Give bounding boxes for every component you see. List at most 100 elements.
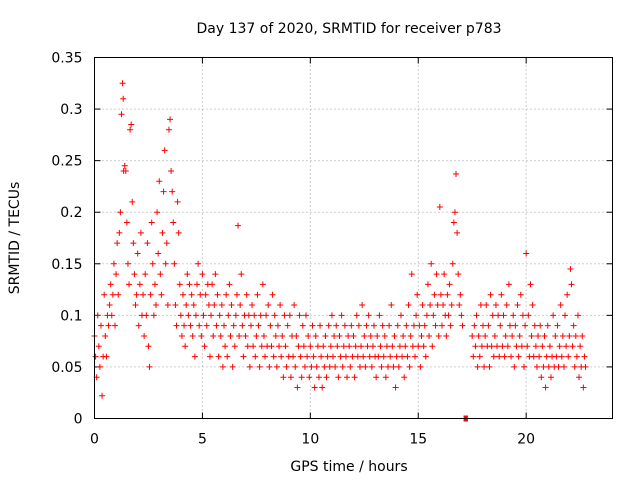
data-point — [159, 229, 166, 236]
data-point — [570, 322, 577, 329]
data-point — [450, 219, 457, 226]
data-point — [552, 332, 559, 339]
data-point — [422, 353, 429, 360]
data-point — [107, 281, 114, 288]
data-point — [195, 260, 202, 267]
x-tick-label: 20 — [517, 432, 535, 448]
data-point — [308, 363, 315, 370]
data-point — [210, 332, 217, 339]
data-point — [517, 291, 524, 298]
data-point — [176, 281, 183, 288]
data-point — [279, 332, 286, 339]
plot-frame — [94, 57, 613, 419]
data-point — [324, 353, 331, 360]
data-point — [183, 302, 190, 309]
data-point — [438, 322, 445, 329]
data-point — [516, 332, 523, 339]
data-point — [252, 353, 259, 360]
data-point — [292, 363, 299, 370]
data-point — [268, 343, 275, 350]
data-point — [476, 353, 483, 360]
data-point — [283, 363, 290, 370]
data-point — [576, 374, 583, 381]
x-tick-label: 10 — [301, 432, 319, 448]
data-point — [211, 302, 218, 309]
data-point — [178, 332, 185, 339]
data-point — [513, 343, 520, 350]
data-point — [287, 374, 294, 381]
data-point — [404, 353, 411, 360]
data-point — [144, 240, 151, 247]
data-point — [156, 178, 163, 185]
data-point — [175, 229, 182, 236]
data-point — [226, 281, 233, 288]
y-tick-label: 0.1 — [60, 308, 82, 324]
data-point — [348, 322, 355, 329]
data-points — [91, 80, 589, 422]
data-point — [112, 322, 119, 329]
data-point — [284, 322, 291, 329]
data-point — [487, 291, 494, 298]
data-point — [436, 204, 443, 211]
data-point — [319, 384, 326, 391]
data-point — [290, 353, 297, 360]
data-point — [559, 332, 566, 339]
data-point — [375, 353, 382, 360]
data-point — [250, 343, 257, 350]
data-point — [477, 302, 484, 309]
data-point — [97, 322, 104, 329]
data-point — [336, 332, 343, 339]
data-point — [377, 343, 384, 350]
data-point — [276, 343, 283, 350]
data-point — [134, 250, 141, 257]
data-point — [123, 219, 130, 226]
data-point — [118, 111, 125, 118]
data-point — [555, 363, 562, 370]
data-point — [379, 322, 386, 329]
data-point — [215, 353, 222, 360]
data-point — [500, 312, 507, 319]
data-point — [482, 332, 489, 339]
data-point — [333, 322, 340, 329]
data-point — [529, 302, 536, 309]
data-point — [133, 291, 140, 298]
data-point — [232, 312, 239, 319]
data-point — [356, 363, 363, 370]
data-point — [318, 353, 325, 360]
data-point — [128, 121, 135, 128]
data-point — [136, 281, 143, 288]
x-axis-label: GPS time / hours — [290, 459, 407, 475]
data-point — [381, 332, 388, 339]
data-point — [545, 363, 552, 370]
data-point — [273, 363, 280, 370]
data-point — [235, 222, 242, 229]
data-point — [536, 353, 543, 360]
data-point — [108, 312, 115, 319]
data-point — [304, 353, 311, 360]
data-point — [519, 312, 526, 319]
data-point — [141, 332, 148, 339]
data-point — [533, 363, 540, 370]
data-point — [95, 343, 102, 350]
data-point — [512, 322, 519, 329]
data-point — [395, 363, 402, 370]
data-point — [347, 363, 354, 370]
data-point — [501, 353, 508, 360]
data-point — [489, 312, 496, 319]
data-point — [502, 332, 509, 339]
data-point — [249, 302, 256, 309]
data-point — [222, 343, 229, 350]
data-point — [459, 322, 466, 329]
data-point — [253, 332, 260, 339]
data-point — [495, 312, 502, 319]
data-point — [306, 374, 313, 381]
data-point — [236, 332, 243, 339]
data-point — [547, 374, 554, 381]
data-point — [278, 353, 285, 360]
data-point — [412, 353, 419, 360]
data-point — [174, 198, 181, 205]
data-point — [126, 281, 133, 288]
data-point — [401, 374, 408, 381]
data-point — [437, 291, 444, 298]
data-point — [113, 271, 120, 278]
